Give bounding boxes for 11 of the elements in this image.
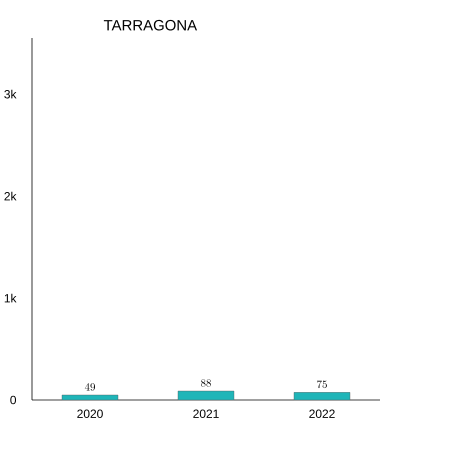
- y-tick-label: 0: [10, 396, 16, 404]
- data-label: 49: [84, 383, 95, 391]
- y-tick-label: 2k: [4, 192, 16, 200]
- x-tick-label: 2020: [77, 410, 103, 418]
- x-tick-label: 2022: [309, 410, 335, 418]
- x-tick-label: 2021: [193, 410, 219, 418]
- data-label: 88: [201, 379, 211, 387]
- chart-title: TARRAGONA: [104, 20, 198, 30]
- y-tick-label: 3k: [4, 90, 16, 98]
- data-label: 75: [317, 380, 327, 388]
- y-tick-label: 1k: [4, 294, 16, 302]
